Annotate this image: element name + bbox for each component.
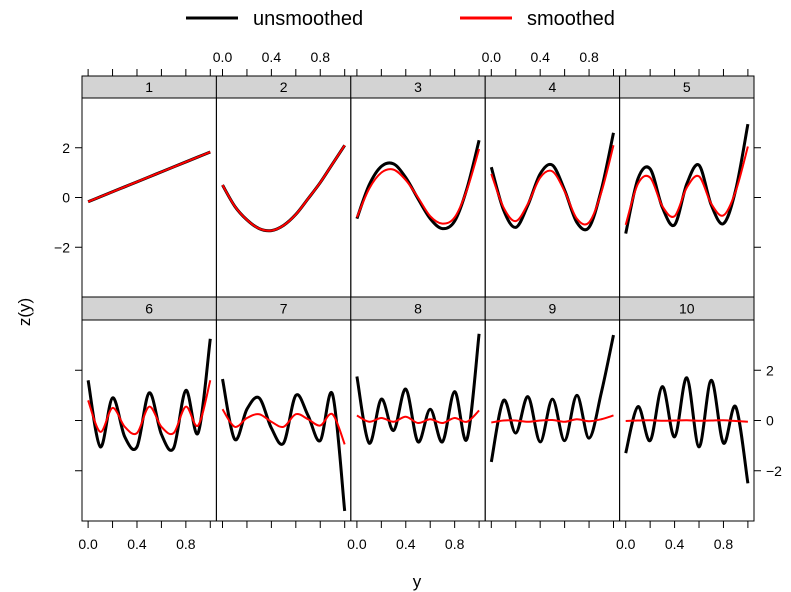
x-axis-title: y bbox=[413, 572, 422, 591]
legend-label-smoothed: smoothed bbox=[527, 8, 615, 30]
panel-strip-label: 2 bbox=[280, 79, 288, 95]
series-line-smoothed bbox=[355, 148, 481, 225]
y-tick-label-left: 2 bbox=[62, 140, 70, 156]
panel-10: 10 bbox=[619, 296, 755, 522]
x-tick-label-top: 0.8 bbox=[311, 49, 331, 65]
x-tick-label-top: 0.0 bbox=[482, 49, 502, 65]
series-line-unsmoothed bbox=[355, 333, 481, 445]
panel-strip-label: 1 bbox=[145, 79, 153, 95]
series-line-unsmoothed bbox=[624, 376, 750, 484]
x-tick-label-bottom: 0.8 bbox=[445, 536, 465, 552]
panel-strip-label: 3 bbox=[414, 79, 422, 95]
panel-1: 1 bbox=[81, 75, 217, 298]
x-tick-label-top: 0.4 bbox=[262, 49, 282, 65]
series-line-unsmoothed bbox=[489, 334, 615, 463]
series-line-smoothed bbox=[356, 409, 480, 425]
panel-strip-label: 6 bbox=[145, 301, 153, 317]
series-line-unsmoothed bbox=[86, 338, 212, 452]
y-tick-label-right: 2 bbox=[766, 362, 774, 378]
series-line-smoothed bbox=[625, 419, 748, 423]
x-tick-label-top: 0.8 bbox=[579, 49, 599, 65]
panels-group: 1 2 3 4 5 6 7 8 9 10 bbox=[81, 75, 755, 522]
x-tick-label-bottom: 0.0 bbox=[78, 536, 98, 552]
series-line-unsmoothed bbox=[624, 123, 750, 234]
series-line-smoothed bbox=[87, 380, 212, 436]
legend-label-unsmoothed: unsmoothed bbox=[253, 8, 363, 30]
series-line-unsmoothed bbox=[489, 132, 615, 232]
panel-strip-label: 9 bbox=[549, 301, 557, 317]
panel-6: 6 bbox=[81, 296, 217, 522]
y-tick-label-right: 0 bbox=[766, 413, 774, 429]
panel-strip-label: 10 bbox=[679, 301, 695, 317]
x-tick-label-bottom: 0.0 bbox=[347, 536, 367, 552]
panel-frame bbox=[215, 97, 352, 298]
y-tick-label-right: −2 bbox=[766, 463, 782, 479]
series-line-unsmoothed bbox=[221, 144, 346, 233]
legend: unsmoothed smoothed bbox=[186, 8, 615, 30]
panel-3: 3 bbox=[350, 75, 486, 298]
panel-strip-label: 8 bbox=[414, 301, 422, 317]
panel-frame bbox=[215, 319, 352, 522]
series-line-smoothed bbox=[221, 408, 346, 445]
panel-4: 4 bbox=[484, 75, 621, 298]
panel-8: 8 bbox=[350, 296, 486, 522]
series-line-smoothed bbox=[221, 144, 346, 232]
x-tick-label-bottom: 0.4 bbox=[396, 536, 416, 552]
y-tick-label-left: −2 bbox=[54, 239, 70, 255]
panel-strip-label: 7 bbox=[280, 301, 288, 317]
x-tick-label-top: 0.4 bbox=[530, 49, 550, 65]
panel-9: 9 bbox=[484, 296, 621, 522]
panel-frame bbox=[81, 319, 217, 522]
series-line-smoothed bbox=[491, 414, 614, 424]
x-tick-label-bottom: 0.8 bbox=[714, 536, 734, 552]
y-tick-label-left: 0 bbox=[62, 190, 70, 206]
panel-5: 5 bbox=[619, 75, 755, 298]
panel-strip-label: 4 bbox=[549, 79, 557, 95]
axes-group: 0.0 0.4 0.8 0.0 0.4 0.8 0.0 0.4 0.8 0.0 0.4 0.8 0.0 0… bbox=[54, 49, 782, 552]
y-axis-title: z(y) bbox=[15, 298, 34, 326]
panel-strip-label: 5 bbox=[683, 79, 691, 95]
panel-7: 7 bbox=[215, 296, 352, 522]
series-line-smoothed bbox=[490, 145, 615, 226]
x-tick-label-bottom: 0.0 bbox=[616, 536, 636, 552]
panel-2: 2 bbox=[215, 75, 352, 298]
panel-frame bbox=[350, 319, 486, 522]
series-line-smoothed bbox=[87, 151, 211, 203]
x-tick-label-bottom: 0.8 bbox=[176, 536, 196, 552]
series-line-unsmoothed bbox=[355, 139, 481, 231]
series-line-smoothed bbox=[624, 146, 749, 226]
x-tick-label-bottom: 0.4 bbox=[127, 536, 147, 552]
x-tick-label-bottom: 0.4 bbox=[665, 536, 685, 552]
series-line-unsmoothed bbox=[221, 378, 347, 512]
x-tick-label-top: 0.0 bbox=[213, 49, 233, 65]
